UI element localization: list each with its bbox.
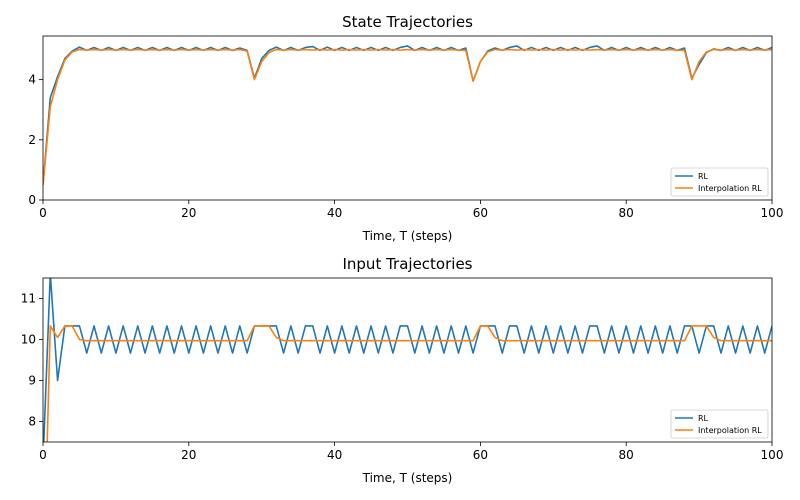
- state-series-line-rl: [43, 45, 772, 186]
- state-legend-box: [670, 167, 769, 197]
- input-chart: Input Trajectories 0 20 40 60 80 100 8 9 10 11 Time…: [21, 255, 784, 485]
- input-x-axis-label: Time, T (steps): [362, 471, 453, 485]
- input-legend: RL Interpolation RL: [670, 409, 769, 439]
- input-series-group: [43, 278, 772, 442]
- state-chart-title: State Trajectories: [342, 13, 473, 31]
- input-x-tick-label: 80: [619, 448, 634, 462]
- input-x-tick-label: 40: [327, 448, 342, 462]
- input-x-tick-label: 0: [39, 448, 47, 462]
- state-y-tick-label: 0: [28, 193, 36, 207]
- state-x-axis-label: Time, T (steps): [362, 229, 453, 243]
- input-legend-box: [670, 409, 769, 439]
- input-legend-label-interpolation-rl: Interpolation RL: [698, 426, 762, 435]
- state-series-line-interpolation-rl: [43, 48, 772, 186]
- input-legend-label-rl: RL: [698, 414, 709, 423]
- state-series-group: [43, 45, 772, 186]
- state-legend: RL Interpolation RL: [670, 167, 769, 197]
- state-x-tick-label: 20: [181, 206, 196, 220]
- state-x-tick-label: 60: [473, 206, 488, 220]
- state-x-tick-label: 100: [761, 206, 784, 220]
- input-axes-frame: [42, 277, 773, 443]
- input-y-tick-label: 9: [28, 374, 36, 388]
- input-y-tick-label: 8: [28, 415, 36, 429]
- input-x-tick-label: 100: [761, 448, 784, 462]
- input-series-line-rl: [43, 278, 772, 442]
- input-chart-title: Input Trajectories: [342, 255, 472, 273]
- state-axes-frame: [42, 35, 773, 201]
- state-legend-label-rl: RL: [698, 172, 709, 181]
- input-y-tick-label: 10: [21, 333, 36, 347]
- input-x-tick-label: 20: [181, 448, 196, 462]
- state-x-tick-label: 80: [619, 206, 634, 220]
- state-x-tick-label: 0: [39, 206, 47, 220]
- state-y-tick-label: 4: [28, 73, 36, 87]
- state-legend-label-interpolation-rl: Interpolation RL: [698, 184, 762, 193]
- input-x-tick-label: 60: [473, 448, 488, 462]
- state-x-tick-label: 40: [327, 206, 342, 220]
- input-y-tick-label: 11: [21, 292, 36, 306]
- state-y-tick-label: 2: [28, 133, 36, 147]
- state-chart: State Trajectories 0 20 40 60 80 100 0 2 4 Time, T…: [28, 13, 783, 243]
- input-series-line-interpolation-rl: [46, 325, 772, 442]
